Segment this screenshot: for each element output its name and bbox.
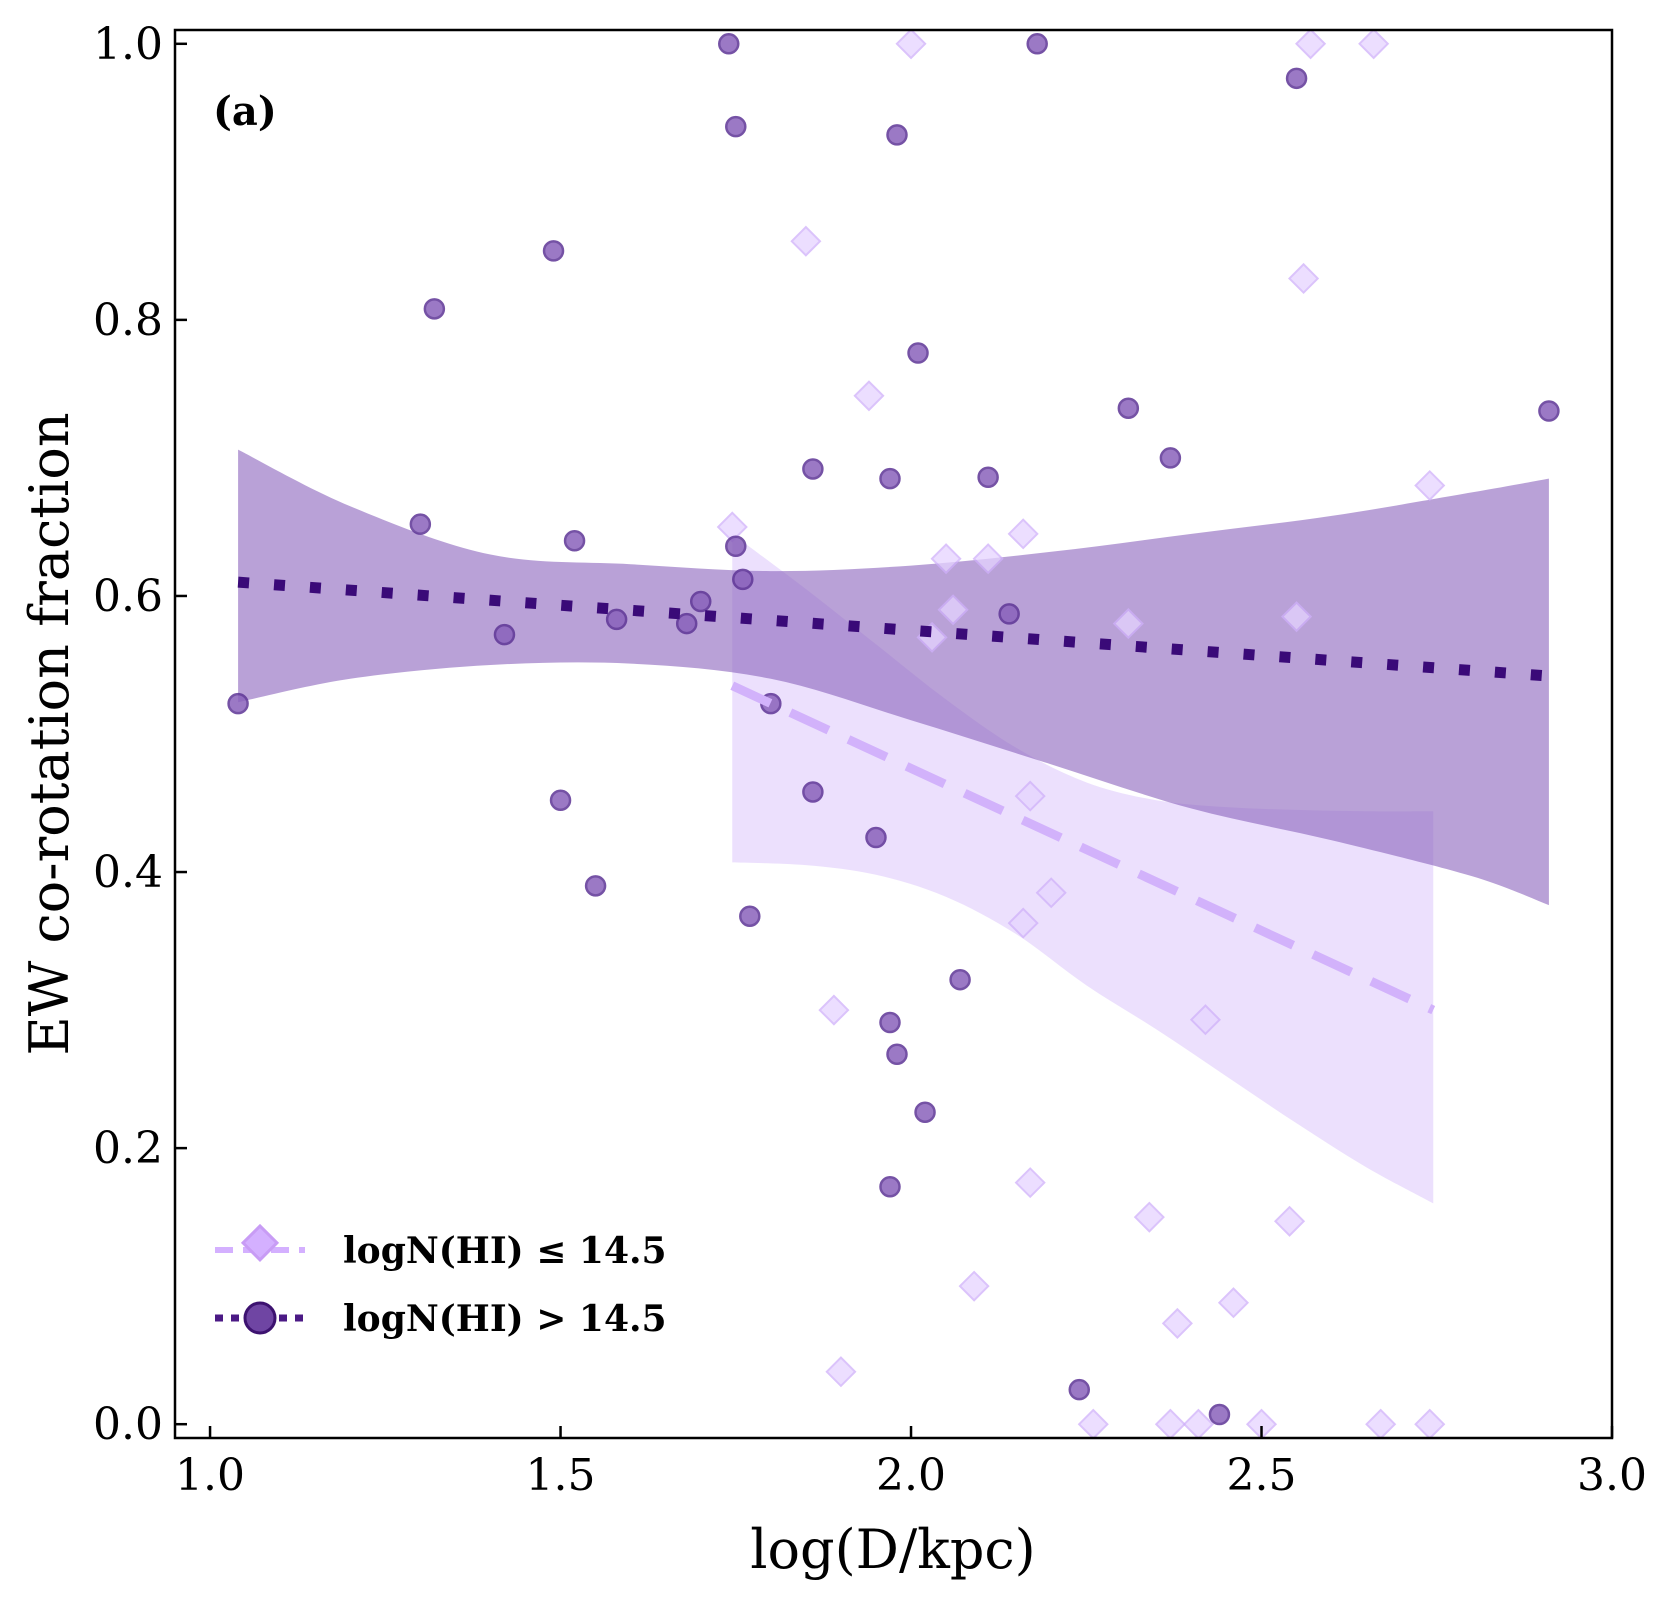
- point-high-23: [879, 1176, 901, 1198]
- point-low-32: [1414, 1408, 1446, 1438]
- legend-marker-low: [240, 1223, 280, 1263]
- data-points: [227, 30, 1560, 1438]
- point-high-7: [584, 875, 607, 897]
- point-high-24: [886, 124, 908, 146]
- point-low-31: [1414, 469, 1446, 502]
- point-high-36: [1538, 400, 1560, 422]
- x-tick-label: 1.0: [175, 1450, 245, 1501]
- y-tick-label: 0.8: [93, 295, 163, 346]
- y-tick-label: 1.0: [93, 19, 163, 70]
- point-high-21: [879, 1011, 901, 1034]
- point-high-31: [1068, 1378, 1091, 1401]
- point-low-25: [1273, 1205, 1306, 1237]
- point-low-10: [972, 543, 1004, 575]
- point-high-3: [493, 623, 516, 646]
- point-low-21: [1182, 1408, 1214, 1438]
- point-low-11: [1007, 518, 1039, 550]
- point-low-1: [790, 225, 822, 257]
- y-tick-label: 0.6: [93, 571, 163, 622]
- point-low-5: [895, 30, 927, 60]
- point-high-30: [1026, 33, 1048, 55]
- point-low-22: [1189, 1004, 1221, 1036]
- y-tick-label: 0.4: [93, 847, 163, 898]
- point-high-1: [409, 513, 432, 535]
- x-axis-title: log(D/kpc): [750, 1518, 1036, 1581]
- point-low-13: [1014, 780, 1046, 812]
- point-high-14: [732, 568, 754, 591]
- point-high-27: [949, 968, 971, 991]
- x-tick-label: 2.0: [876, 1450, 946, 1501]
- point-high-9: [675, 612, 698, 635]
- y-axis-ticks: 0.0 0.2 0.4 0.6 0.8 1.0: [93, 19, 187, 1450]
- point-low-29: [1358, 30, 1390, 60]
- point-high-20: [879, 467, 901, 490]
- point-high-32: [1117, 397, 1140, 419]
- point-low-23: [1217, 1287, 1250, 1319]
- point-low-27: [1288, 262, 1320, 295]
- x-tick-label: 3.0: [1577, 1450, 1647, 1501]
- legend-label-high: logN(HI) > 14.5: [343, 1298, 667, 1340]
- fit-line-low: [730, 681, 1436, 1015]
- point-high-10: [689, 590, 712, 613]
- point-high-17: [802, 458, 824, 480]
- point-high-26: [914, 1101, 936, 1123]
- point-low-9: [958, 1270, 990, 1302]
- y-axis-title: EW co-rotation fraction: [18, 412, 81, 1055]
- fit-lines: [237, 576, 1550, 1015]
- point-high-35: [1285, 67, 1308, 90]
- point-high-0: [227, 692, 249, 715]
- y-tick-label: 0.0: [93, 1399, 163, 1450]
- point-high-11: [718, 33, 740, 55]
- point-high-8: [605, 608, 628, 631]
- point-high-5: [549, 789, 572, 812]
- legend-marker-high: [243, 1301, 277, 1335]
- point-high-2: [423, 298, 446, 320]
- legend: logN(HI) ≤ 14.5 logN(HI) > 14.5: [215, 1223, 667, 1340]
- plot-frame: [173, 28, 1614, 1440]
- point-low-28: [1295, 30, 1327, 60]
- point-high-29: [998, 603, 1020, 625]
- x-tick-label: 1.5: [526, 1450, 596, 1501]
- point-low-4: [853, 380, 885, 412]
- x-axis-ticks: 1.0 1.5 2.0 2.5 3.0: [175, 1426, 1647, 1501]
- panel-label: (a): [213, 88, 277, 135]
- point-high-12: [725, 115, 747, 138]
- point-high-34: [1208, 1403, 1231, 1426]
- fit-line-high: [237, 576, 1550, 682]
- point-high-15: [739, 905, 761, 927]
- point-high-4: [542, 240, 565, 262]
- point-high-28: [977, 466, 999, 488]
- confidence-bands: [238, 449, 1549, 1204]
- point-high-19: [865, 826, 887, 849]
- point-high-13: [725, 535, 747, 558]
- y-tick-label: 0.2: [93, 1123, 163, 1174]
- x-tick-label: 2.5: [1227, 1450, 1297, 1501]
- point-low-8: [937, 594, 969, 626]
- point-low-24: [1245, 1408, 1278, 1438]
- point-low-19: [1154, 1408, 1186, 1438]
- point-low-26: [1281, 601, 1313, 633]
- point-low-2: [818, 994, 850, 1026]
- point-low-7: [930, 543, 962, 575]
- point-high-25: [907, 342, 929, 364]
- point-low-15: [1035, 877, 1067, 909]
- point-low-0: [716, 511, 748, 543]
- point-low-12: [1007, 907, 1039, 939]
- point-low-17: [1112, 608, 1144, 640]
- point-low-18: [1133, 1201, 1165, 1233]
- point-low-14: [1014, 1167, 1046, 1199]
- point-high-18: [802, 781, 824, 803]
- point-high-6: [563, 529, 586, 552]
- legend-label-low: logN(HI) ≤ 14.5: [343, 1230, 667, 1272]
- point-low-3: [825, 1356, 857, 1388]
- point-low-16: [1077, 1408, 1109, 1438]
- point-low-30: [1365, 1408, 1397, 1438]
- point-low-20: [1161, 1307, 1193, 1339]
- point-high-22: [886, 1043, 908, 1066]
- point-high-33: [1159, 447, 1182, 469]
- confidence-band-high: [238, 449, 1549, 906]
